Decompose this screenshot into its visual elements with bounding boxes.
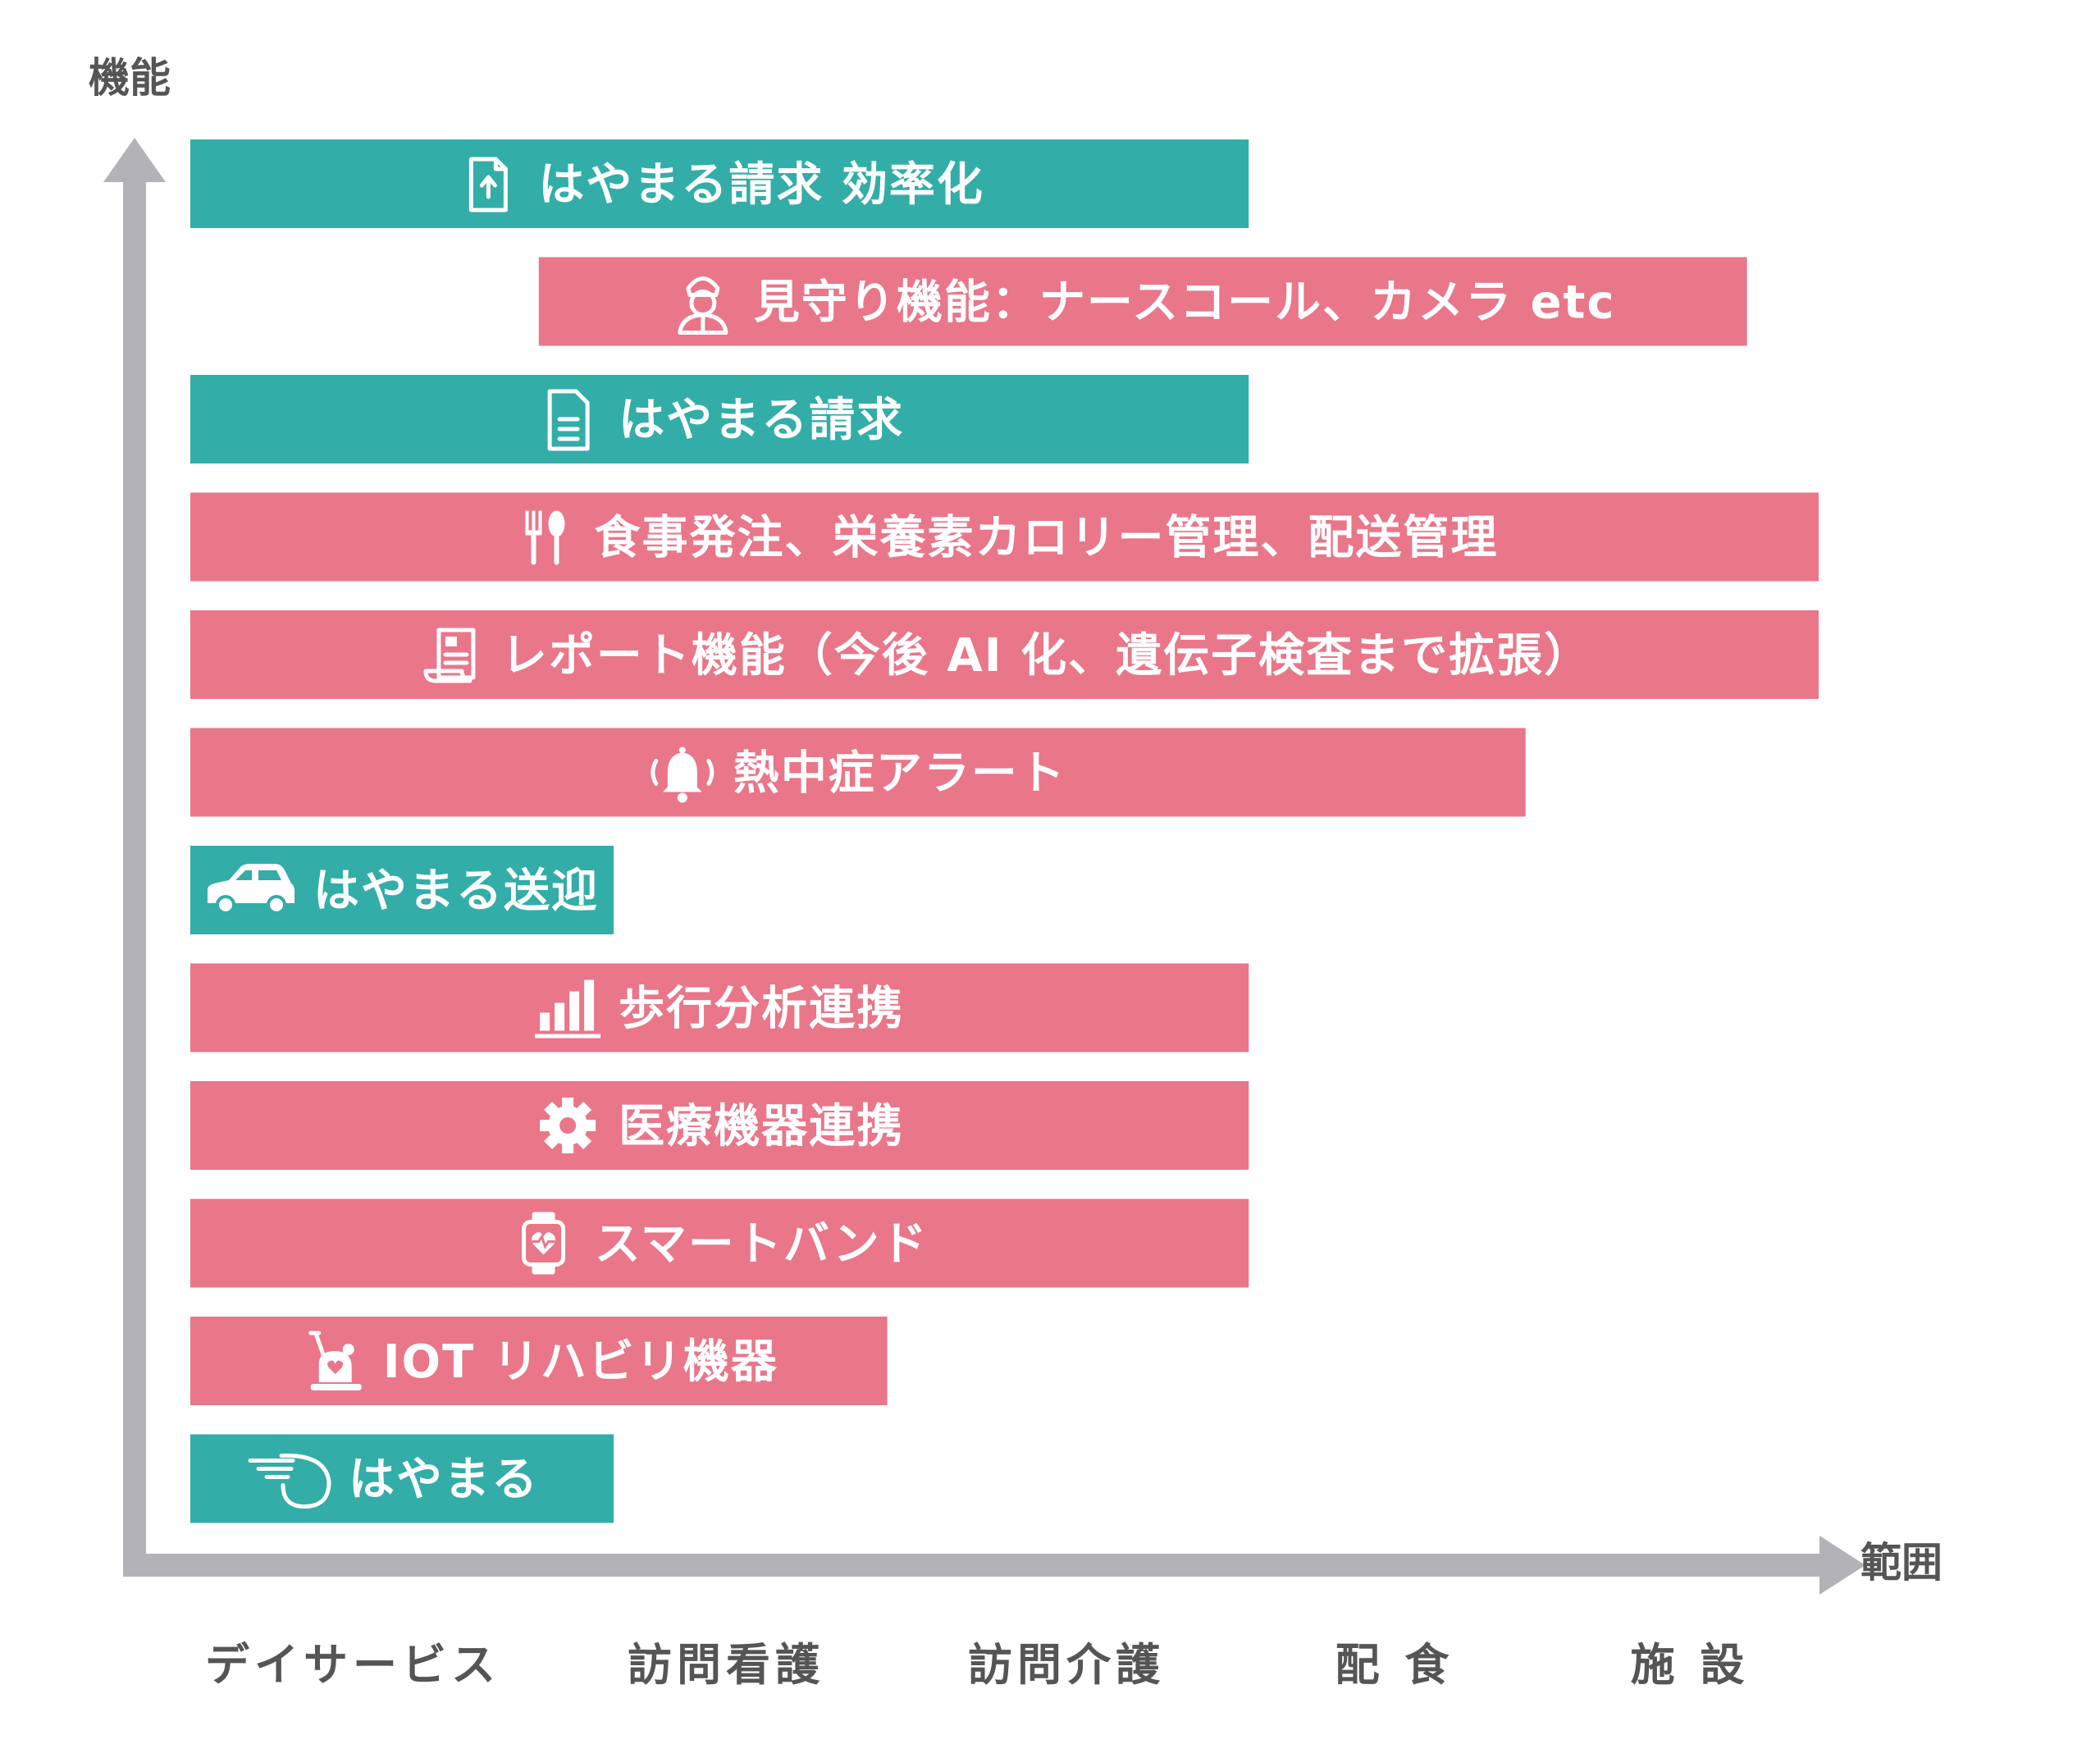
car-icon bbox=[208, 864, 295, 915]
category-label: 訪問介護 bbox=[968, 1639, 1165, 1691]
hayamaru-logo-icon bbox=[248, 1453, 331, 1509]
exercise-bike-icon bbox=[308, 1331, 362, 1390]
category-label: デイサービス bbox=[205, 1639, 500, 1691]
bar bbox=[190, 492, 1819, 582]
axes: 機能 範囲 bbox=[89, 54, 1942, 1595]
bar-group: レポート機能（今後 AI 化、遺伝子検査まで拡張） bbox=[190, 610, 1819, 699]
bar-group: 食事発注、栄養素カロリー管理、配送管理 bbox=[190, 492, 1819, 582]
bar-label: 食事発注、栄養素カロリー管理、配送管理 bbox=[595, 512, 1499, 565]
bar bbox=[190, 375, 1249, 463]
bar-chart-icon bbox=[535, 979, 601, 1039]
bar-label: はやまる送迎 bbox=[313, 865, 599, 918]
bar-label: 医療機器連携 bbox=[619, 1100, 904, 1153]
bar bbox=[190, 1198, 1249, 1288]
smartwatch-icon bbox=[522, 1212, 566, 1275]
bar bbox=[190, 963, 1249, 1052]
bar-label: はやまる請求 bbox=[619, 394, 904, 447]
document-icon bbox=[547, 389, 590, 451]
bar bbox=[190, 728, 1526, 817]
category-label: 訪問看護 bbox=[628, 1639, 824, 1691]
bar-label: 見守り機能：ナースコール、カメラ etc bbox=[754, 276, 1616, 330]
bar-label: 歩行分析連携 bbox=[619, 983, 904, 1036]
bar-group: はやまる請求 bbox=[190, 375, 1249, 463]
category-label: 施 設 bbox=[1631, 1639, 1750, 1691]
report-scroll-icon bbox=[423, 628, 476, 683]
bar-label: はやまる bbox=[349, 1454, 539, 1507]
nurse-icon bbox=[678, 276, 728, 335]
x-axis-line bbox=[123, 1554, 1829, 1577]
bar-group: はやまる送迎 bbox=[190, 846, 614, 934]
bar-group: はやまる請求 効率化 bbox=[190, 139, 1249, 228]
file-upload-icon bbox=[468, 157, 508, 212]
y-axis-arrow bbox=[103, 138, 166, 182]
bar bbox=[190, 139, 1249, 228]
x-axis-arrow bbox=[1819, 1536, 1865, 1595]
bar-label: レポート機能（今後 AI 化、遺伝子検査まで拡張） bbox=[501, 629, 1591, 683]
fork-spoon-icon bbox=[525, 510, 565, 565]
bar-group: 医療機器連携 bbox=[190, 1081, 1249, 1170]
bar-group: 歩行分析連携 bbox=[190, 963, 1249, 1052]
bar bbox=[190, 1434, 614, 1523]
bar-label: 熱中症アラート bbox=[733, 747, 1066, 801]
bar-group: IOT リハビリ機器 bbox=[190, 1317, 888, 1405]
category-label: 配 食 bbox=[1335, 1639, 1454, 1691]
bar-group: 見守り機能：ナースコール、カメラ etc bbox=[538, 257, 1747, 346]
bar-group: スマートバンド bbox=[190, 1198, 1249, 1288]
bar bbox=[538, 257, 1747, 346]
bar-label: スマートバンド bbox=[595, 1218, 929, 1271]
bar-label: はやまる請求 効率化 bbox=[538, 158, 984, 212]
bar bbox=[190, 1317, 888, 1405]
bar-label: IOT リハビリ機器 bbox=[383, 1335, 778, 1389]
y-axis-label: 機能 bbox=[89, 54, 171, 102]
category-labels: デイサービス 訪問看護 訪問介護 配 食 施 設 bbox=[205, 1639, 1750, 1691]
bar-group: はやまる bbox=[190, 1434, 614, 1523]
x-axis-label: 範囲 bbox=[1860, 1539, 1942, 1586]
gear-icon bbox=[540, 1098, 596, 1153]
bar-group: 熱中症アラート bbox=[190, 728, 1526, 817]
alarm-bell-icon bbox=[651, 746, 714, 803]
bar bbox=[190, 1081, 1249, 1170]
y-axis-line bbox=[123, 172, 146, 1577]
